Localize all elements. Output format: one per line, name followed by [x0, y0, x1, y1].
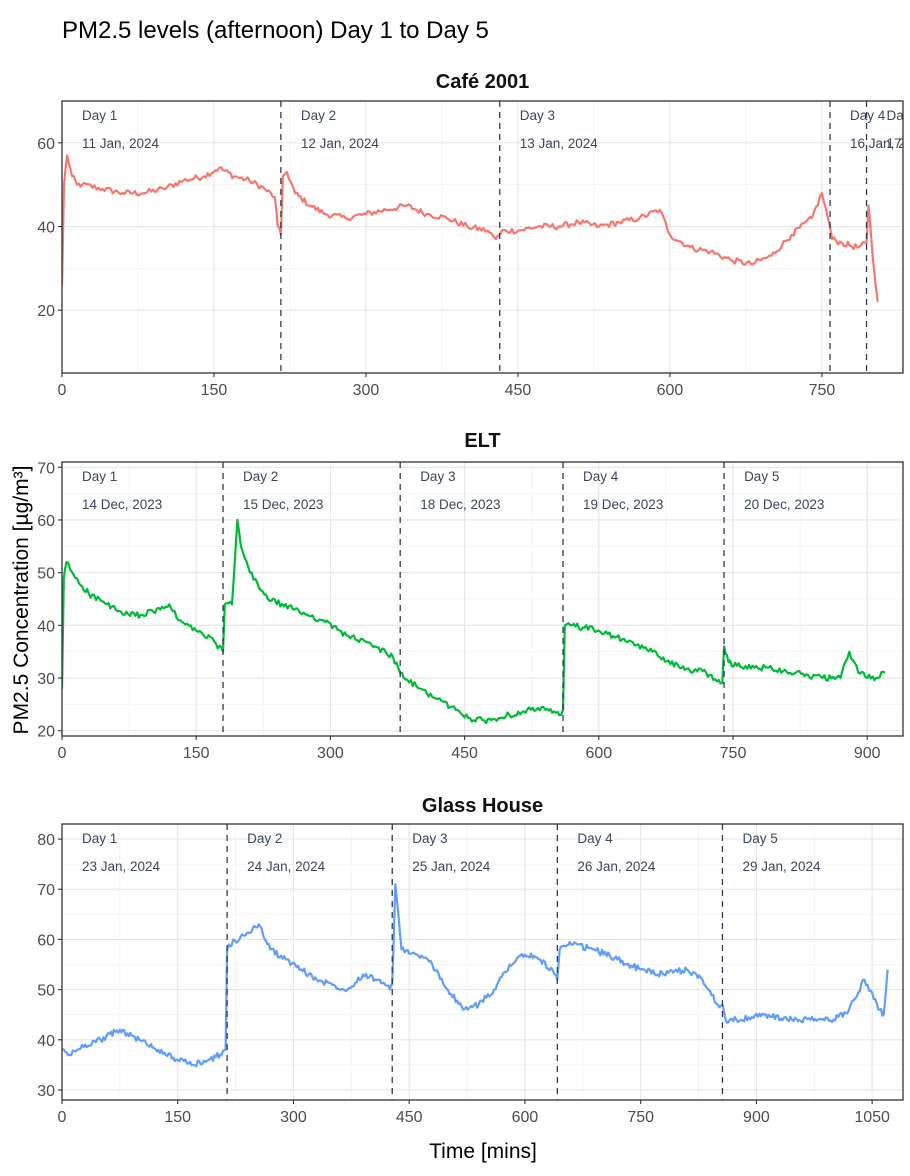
panel-border — [61, 100, 904, 374]
y-tick-label: 20 — [37, 303, 55, 320]
x-tick-label: 750 — [627, 1109, 654, 1126]
day-label: Day 4 — [850, 108, 886, 123]
day-label: Day 3 — [420, 469, 455, 484]
x-tick-label: 300 — [317, 745, 344, 762]
x-tick-label: 750 — [720, 745, 747, 762]
panel-title: Café 2001 — [436, 71, 529, 93]
day-label: Day 5 — [744, 469, 779, 484]
date-label: 20 Dec, 2023 — [744, 497, 824, 512]
date-label: 23 Jan, 2024 — [82, 859, 161, 874]
chart-panel: Day 1 14 Dec, 2023 Day 2 15 Dec, 2023 Day 3 1… — [37, 430, 904, 762]
date-label: 13 Jan, 2024 — [520, 136, 599, 151]
figure-title: PM2.5 levels (afternoon) Day 1 to Day 5 — [62, 17, 489, 44]
y-tick-label: 30 — [37, 1083, 55, 1100]
x-tick-label: 450 — [505, 382, 532, 399]
day-label: Day 5 — [887, 108, 910, 123]
date-label: 26 Jan, 2024 — [577, 859, 656, 874]
data-series-line — [62, 883, 889, 1068]
x-tick-label: 0 — [58, 1109, 67, 1126]
day-label: Day 4 — [583, 469, 619, 484]
day-label: Day 5 — [742, 831, 777, 846]
y-tick-label: 40 — [37, 1033, 55, 1050]
chart-panel: Day 1 11 Jan, 2024 Day 2 12 Jan, 2024 Day 3 1… — [37, 71, 910, 399]
x-tick-label: 750 — [809, 382, 836, 399]
day-label: Day 1 — [82, 108, 117, 123]
date-label: 17 Jan, 2024 — [887, 136, 910, 151]
y-tick-label: 50 — [37, 566, 55, 583]
y-tick-label: 60 — [37, 136, 55, 153]
x-tick-label: 0 — [58, 745, 67, 762]
date-label: 11 Jan, 2024 — [82, 136, 160, 151]
x-axis-title: Time [mins] — [429, 1140, 537, 1163]
y-tick-label: 70 — [37, 882, 55, 899]
x-tick-label: 450 — [396, 1109, 423, 1126]
day-label: Day 4 — [577, 831, 613, 846]
panels: Day 1 11 Jan, 2024 Day 2 12 Jan, 2024 Day 3 1… — [37, 71, 910, 1126]
date-label: 12 Jan, 2024 — [301, 136, 380, 151]
day-label: Day 2 — [243, 469, 278, 484]
y-tick-label: 60 — [37, 513, 55, 530]
date-label: 19 Dec, 2023 — [583, 497, 663, 512]
x-tick-label: 150 — [164, 1109, 191, 1126]
x-tick-label: 0 — [58, 382, 67, 399]
day-label: Day 3 — [520, 108, 555, 123]
day-label: Day 1 — [82, 469, 117, 484]
x-tick-label: 300 — [280, 1109, 307, 1126]
chart-panel: Day 1 23 Jan, 2024 Day 2 24 Jan, 2024 Day 3 2… — [37, 795, 904, 1126]
y-tick-label: 30 — [37, 671, 55, 688]
y-tick-label: 20 — [37, 724, 55, 741]
y-axis-title: PM2.5 Concentration [µg/m³] — [10, 466, 33, 735]
date-label: 15 Dec, 2023 — [243, 497, 323, 512]
date-label: 25 Jan, 2024 — [412, 859, 491, 874]
x-tick-label: 900 — [854, 745, 881, 762]
y-tick-label: 40 — [37, 618, 55, 635]
panel-border — [61, 461, 904, 737]
x-tick-label: 1050 — [854, 1109, 890, 1126]
x-tick-label: 150 — [183, 745, 210, 762]
x-tick-label: 600 — [512, 1109, 539, 1126]
x-tick-label: 900 — [743, 1109, 770, 1126]
y-tick-label: 70 — [37, 460, 55, 477]
y-tick-label: 40 — [37, 220, 55, 237]
panel-border — [61, 823, 904, 1101]
day-label: Day 2 — [301, 108, 336, 123]
data-series-line — [62, 154, 879, 303]
date-label: 29 Jan, 2024 — [742, 859, 821, 874]
day-label: Day 1 — [82, 831, 117, 846]
date-label: 18 Dec, 2023 — [420, 497, 500, 512]
x-tick-label: 300 — [353, 382, 380, 399]
x-tick-label: 600 — [657, 382, 684, 399]
y-tick-label: 50 — [37, 983, 55, 1000]
y-tick-label: 80 — [37, 832, 55, 849]
x-tick-label: 150 — [201, 382, 228, 399]
date-label: 24 Jan, 2024 — [247, 859, 326, 874]
panel-title: ELT — [464, 430, 500, 452]
day-label: Day 3 — [412, 831, 447, 846]
data-series-line — [62, 518, 886, 725]
x-tick-label: 450 — [451, 745, 478, 762]
y-tick-label: 60 — [37, 932, 55, 949]
day-label: Day 2 — [247, 831, 282, 846]
date-label: 14 Dec, 2023 — [82, 497, 162, 512]
date-label: 16 Jan, 2024 — [850, 136, 910, 151]
x-tick-label: 600 — [585, 745, 612, 762]
panel-title: Glass House — [422, 795, 543, 817]
